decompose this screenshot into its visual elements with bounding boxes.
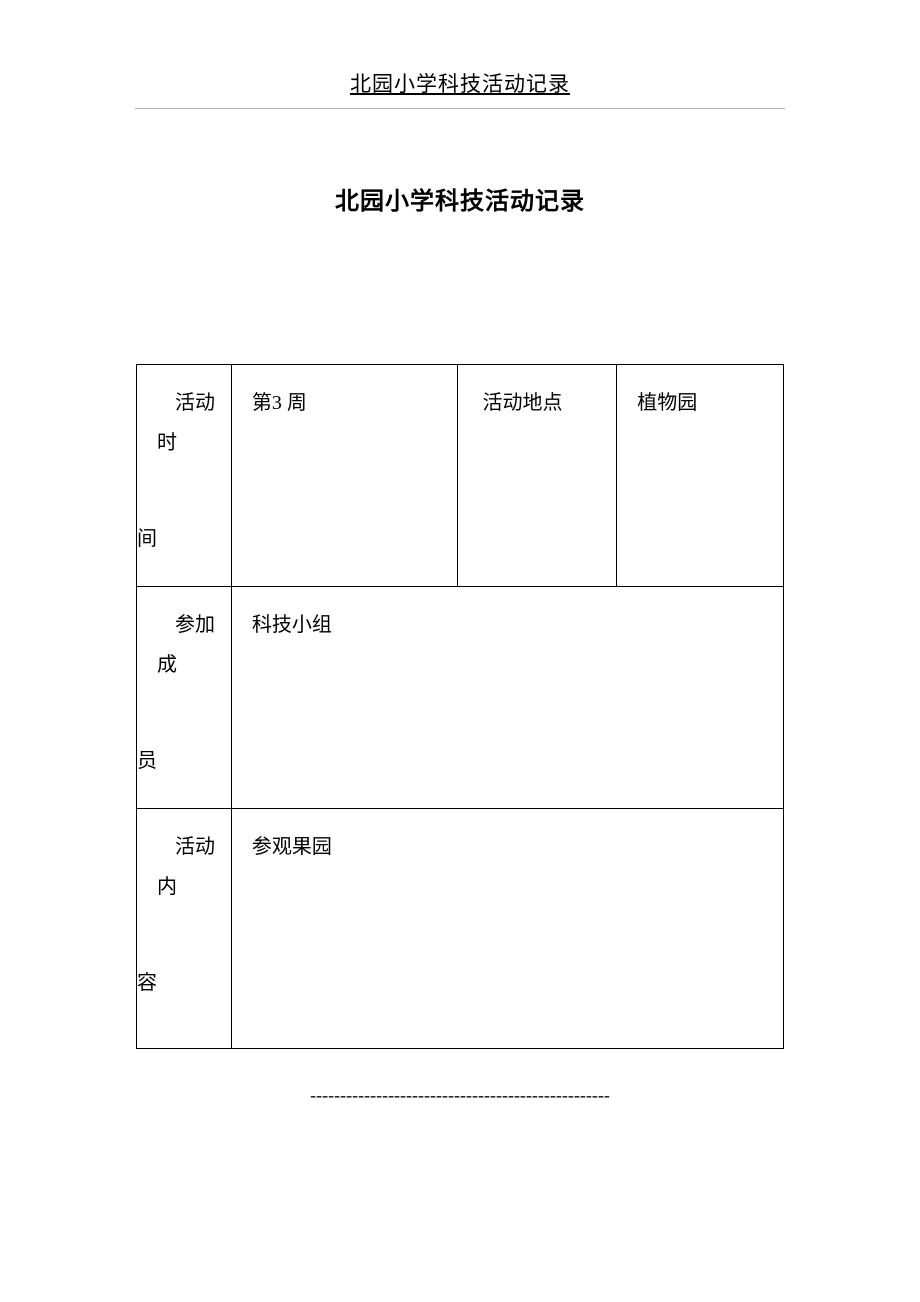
cell-content-value: 参观果园 bbox=[231, 809, 783, 1049]
activity-table: 活动时 间 第3 周 活动地点 植物园 参加成 员 科技小组 活动内 容 参观果… bbox=[136, 364, 784, 1049]
cell-member-label: 参加成 员 bbox=[137, 587, 232, 809]
cell-time-value: 第3 周 bbox=[231, 365, 457, 587]
label-text: 参加成 bbox=[157, 605, 231, 685]
label-text: 间 bbox=[137, 519, 231, 559]
label-text: 容 bbox=[137, 963, 231, 1003]
cell-time-label: 活动时 间 bbox=[137, 365, 232, 587]
page-header: 北园小学科技活动记录 bbox=[0, 0, 920, 98]
table-row: 活动时 间 第3 周 活动地点 植物园 bbox=[137, 365, 784, 587]
cell-location-value: 植物园 bbox=[617, 365, 784, 587]
cell-location-label: 活动地点 bbox=[457, 365, 617, 587]
header-rule bbox=[135, 108, 785, 109]
label-text: 员 bbox=[137, 741, 231, 781]
label-text: 活动时 bbox=[157, 383, 231, 463]
table-row: 参加成 员 科技小组 bbox=[137, 587, 784, 809]
table-row: 活动内 容 参观果园 bbox=[137, 809, 784, 1049]
page-title: 北园小学科技活动记录 bbox=[0, 181, 920, 216]
label-text: 活动内 bbox=[157, 827, 231, 907]
cell-content-label: 活动内 容 bbox=[137, 809, 232, 1049]
footer-dashes: ----------------------------------------… bbox=[0, 1085, 920, 1106]
cell-member-value: 科技小组 bbox=[231, 587, 783, 809]
